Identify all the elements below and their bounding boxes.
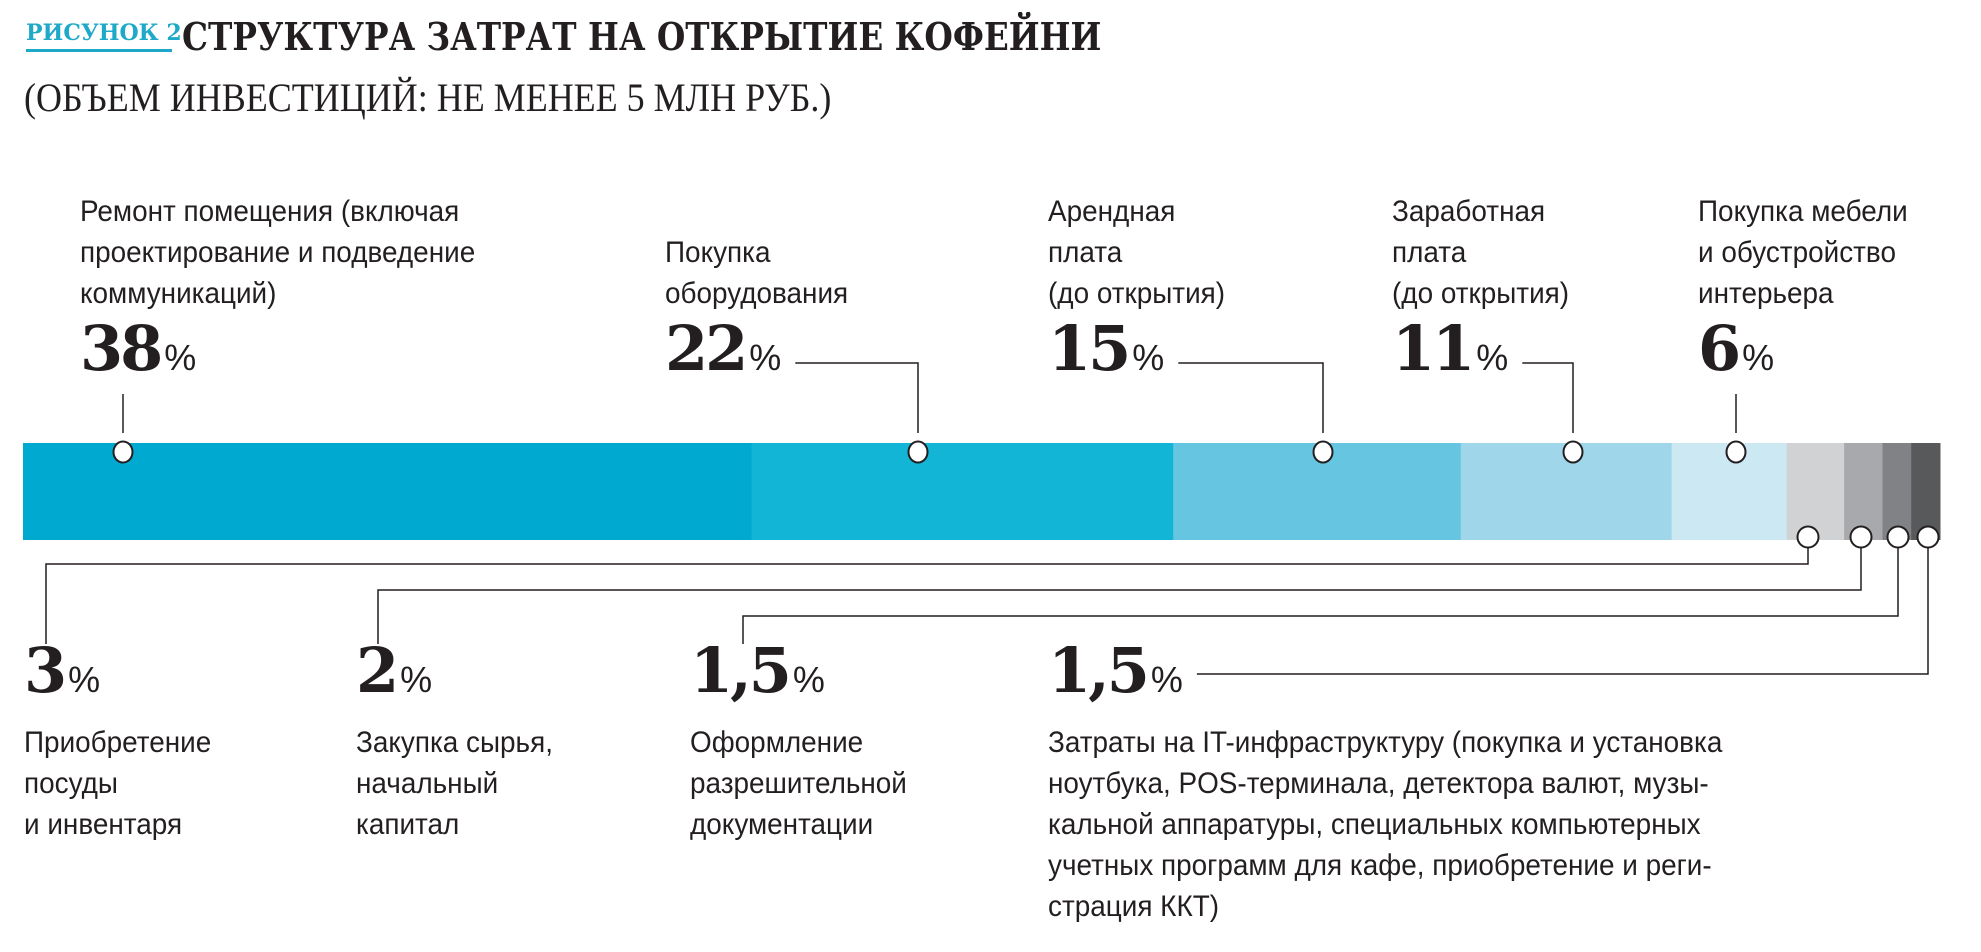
category-label-line: Закупка сырья, (356, 726, 553, 759)
value-label-permits: 1,5% (690, 640, 825, 711)
marker-circle-rent (1312, 440, 1334, 464)
category-label-line: Покупка мебели (1698, 195, 1908, 228)
category-label-renovation: Ремонт помещения (включая проектирование … (80, 191, 475, 314)
connector-line-dishes (45, 548, 1809, 644)
category-label-raw-materials: Закупка сырья, начальный капитал (356, 722, 553, 845)
bar-segment-permits (1882, 443, 1912, 540)
category-label-line: учетных программ для кафе, приобретение … (1048, 849, 1712, 882)
value-number: 6 (1698, 312, 1741, 385)
bar-segment-raw-materials (1844, 443, 1883, 540)
percent-sign: % (1132, 337, 1165, 378)
category-label-line: Оформление (690, 726, 864, 759)
category-label-line: Ремонт помещения (включая (80, 195, 460, 228)
chart-subtitle: (ОБЪЕМ ИНВЕСТИЦИЙ: НЕ МЕНЕЕ 5 МЛН РУБ.) (24, 75, 832, 120)
percent-sign: % (792, 659, 825, 700)
category-label-furniture: Покупка мебели и обустройство интерьера (1698, 191, 1908, 314)
category-label-salary: Заработная плата (до открытия) (1392, 191, 1569, 314)
category-label-line: проектирование и подведение (80, 236, 476, 269)
marker-circle-furniture (1725, 440, 1747, 464)
chart-title: СТРУКТУРА ЗАТРАТ НА ОТКРЫТИЕ КОФЕЙНИ (182, 14, 1102, 59)
percent-sign: % (164, 337, 197, 378)
value-label-equipment: 22% (665, 318, 781, 389)
category-label-line: плата (1392, 236, 1467, 269)
bar-segment-equipment (751, 443, 1174, 540)
category-label-line: Покупка (665, 236, 771, 269)
value-label-raw-materials: 2% (356, 640, 432, 711)
value-number: 38 (80, 312, 163, 385)
bar-segment-renovation (23, 443, 752, 540)
category-label-it: Затраты на IT-инфраструктуру (покупка и … (1048, 722, 1722, 927)
category-label-equipment: Покупка оборудования (665, 232, 848, 314)
category-label-rent: Арендная плата (до открытия) (1048, 191, 1225, 314)
connector-line-salary (1522, 362, 1574, 433)
value-number: 2 (356, 634, 399, 707)
bar-segment-it (1911, 443, 1941, 540)
connector-line-equipment (795, 362, 919, 433)
figure-label: РИСУНОК 2 (26, 20, 182, 46)
category-label-line: Затраты на IT-инфраструктуру (покупка и … (1048, 726, 1723, 759)
value-label-furniture: 6% (1698, 318, 1774, 389)
connector-line-permits (742, 548, 1899, 644)
category-label-line: оборудования (665, 277, 849, 310)
value-number: 1,5 (690, 634, 792, 707)
bar-segment-dishes (1786, 443, 1845, 540)
figure-label-underline (26, 49, 172, 52)
category-label-line: капитал (356, 808, 460, 841)
marker-circle-renovation (112, 440, 134, 464)
connector-line-it (1196, 548, 1929, 675)
category-label-permits: Оформление разрешительной документации (690, 722, 907, 845)
category-label-line: документации (690, 808, 874, 841)
percent-sign: % (1476, 337, 1509, 378)
marker-circle-it (1916, 525, 1940, 549)
category-label-line: плата (1048, 236, 1123, 269)
category-label-line: Заработная (1392, 195, 1546, 228)
value-number: 1,5 (1048, 634, 1150, 707)
category-label-line: кальной аппаратуры, специальных компьюте… (1048, 808, 1701, 841)
category-label-line: коммуникаций) (80, 277, 277, 310)
value-label-renovation: 38% (80, 318, 196, 389)
category-label-line: и обустройство (1698, 236, 1896, 269)
value-number: 3 (24, 634, 67, 707)
category-label-line: посуды (24, 767, 118, 800)
category-label-line: начальный (356, 767, 499, 800)
marker-circle-dishes (1796, 525, 1820, 549)
category-label-line: Приобретение (24, 726, 212, 759)
marker-circle-equipment (907, 440, 929, 464)
connector-line-raw-materials (377, 548, 1862, 644)
marker-circle-salary (1562, 440, 1584, 464)
value-label-rent: 15% (1048, 318, 1164, 389)
category-label-line: страция ККТ) (1048, 890, 1220, 923)
percent-sign: % (1742, 337, 1775, 378)
percent-sign: % (749, 337, 782, 378)
value-number: 11 (1392, 312, 1475, 385)
category-label-line: и инвентаря (24, 808, 183, 841)
marker-circle-raw-materials (1849, 525, 1873, 549)
value-label-it: 1,5% (1048, 640, 1183, 711)
percent-sign: % (1150, 659, 1183, 700)
value-number: 15 (1048, 312, 1131, 385)
connector-line-rent (1178, 362, 1324, 433)
category-label-line: разрешительной (690, 767, 907, 800)
percent-sign: % (68, 659, 101, 700)
category-label-line: интерьера (1698, 277, 1834, 310)
percent-sign: % (400, 659, 433, 700)
category-label-line: Арендная (1048, 195, 1176, 228)
category-label-line: (до открытия) (1392, 277, 1570, 310)
value-label-dishes: 3% (24, 640, 100, 711)
category-label-dishes: Приобретение посуды и инвентаря (24, 722, 211, 845)
value-number: 22 (665, 312, 748, 385)
value-label-salary: 11% (1392, 318, 1508, 389)
category-label-line: (до открытия) (1048, 277, 1226, 310)
category-label-line: ноутбука, POS-терминала, детектора валют… (1048, 767, 1709, 800)
marker-circle-permits (1886, 525, 1910, 549)
